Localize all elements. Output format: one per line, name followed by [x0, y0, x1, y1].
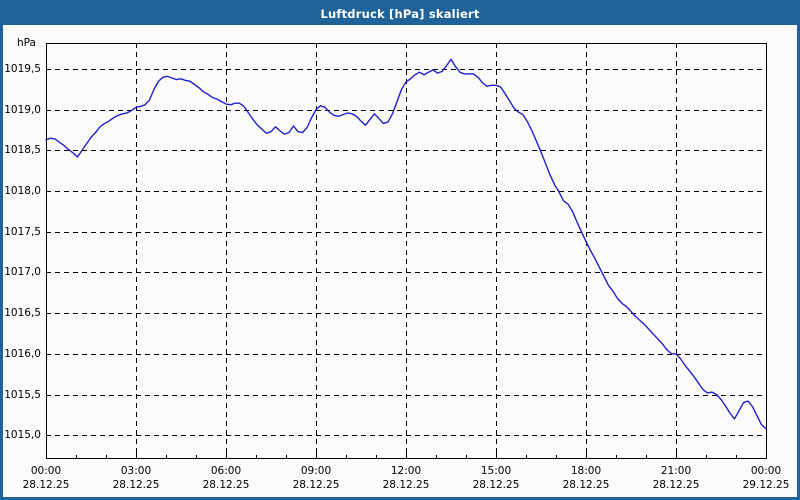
- x-axis-tick-time: 12:00: [390, 465, 422, 477]
- x-axis-tick-time: 09:00: [300, 465, 332, 477]
- x-axis-tick-time: 03:00: [120, 465, 152, 477]
- page-title: Luftdruck [hPa] skaliert: [320, 7, 480, 21]
- x-axis-tick-date: 28.12.25: [112, 479, 160, 491]
- x-axis-tick-time: 00:00: [750, 465, 782, 477]
- x-axis-tick-label: 03:00 28.12.25: [113, 464, 160, 492]
- x-axis-tick-label: 18:00 28.12.25: [563, 464, 610, 492]
- grid-lines: [46, 43, 766, 458]
- y-axis-tick-label: 1017,5: [4, 225, 41, 238]
- plot-container: hPa 1019,5 1019,0 1018,5 1018,0 1017,5 1017,0…: [3, 25, 797, 497]
- x-axis-tick-time: 21:00: [660, 465, 692, 477]
- x-axis-tick-label: 12:00 28.12.25: [383, 464, 430, 492]
- y-axis-tick-label: 1019,0: [4, 103, 41, 116]
- x-axis-tick-time: 00:00: [30, 465, 62, 477]
- plot-svg: [45, 43, 767, 459]
- x-axis-tick-date: 28.12.25: [562, 479, 610, 491]
- y-axis-tick-label: 1018,0: [4, 185, 41, 198]
- x-axis-tick-date: 28.12.25: [382, 479, 430, 491]
- y-axis-tick-label: 1015,0: [4, 429, 41, 442]
- x-axis-tick-label: 21:00 28.12.25: [653, 464, 700, 492]
- plot-frame: [46, 43, 767, 459]
- pressure-line-series: [45, 58, 767, 430]
- x-axis-tick-time: 18:00: [570, 465, 602, 477]
- x-axis-tick-date: 28.12.25: [202, 479, 250, 491]
- x-axis-tick-date: 28.12.25: [292, 479, 340, 491]
- x-axis-tick-date: 28.12.25: [472, 479, 520, 491]
- y-axis-tick-label: 1015,5: [4, 388, 41, 401]
- y-axis-tick-labels: 1019,5 1019,0 1018,5 1018,0 1017,5 1017,0 1016…: [3, 25, 41, 497]
- y-axis-tick-label: 1016,5: [4, 307, 41, 320]
- x-axis-tick-label: 00:00 29.12.25: [743, 464, 790, 492]
- x-axis-tick-date: 29.12.25: [742, 479, 790, 491]
- y-axis-tick-label: 1019,5: [4, 63, 41, 76]
- x-axis-tick-time: 15:00: [480, 465, 512, 477]
- x-axis-tick-label: 15:00 28.12.25: [473, 464, 520, 492]
- chart-title-bar: Luftdruck [hPa] skaliert: [3, 3, 797, 25]
- y-axis-tick-label: 1017,0: [4, 266, 41, 279]
- x-axis-tick-label: 06:00 28.12.25: [203, 464, 250, 492]
- x-axis-tick-label: 09:00 28.12.25: [293, 464, 340, 492]
- y-axis-unit-label: hPa: [17, 37, 36, 49]
- x-axis-tick-date: 28.12.25: [652, 479, 700, 491]
- x-axis-tick-label: 00:00 28.12.25: [23, 464, 70, 492]
- y-axis-tick-label: 1016,0: [4, 347, 41, 360]
- x-axis-tick-time: 06:00: [210, 465, 242, 477]
- y-axis-tick-label: 1018,5: [4, 144, 41, 157]
- x-axis-tick-date: 28.12.25: [22, 479, 70, 491]
